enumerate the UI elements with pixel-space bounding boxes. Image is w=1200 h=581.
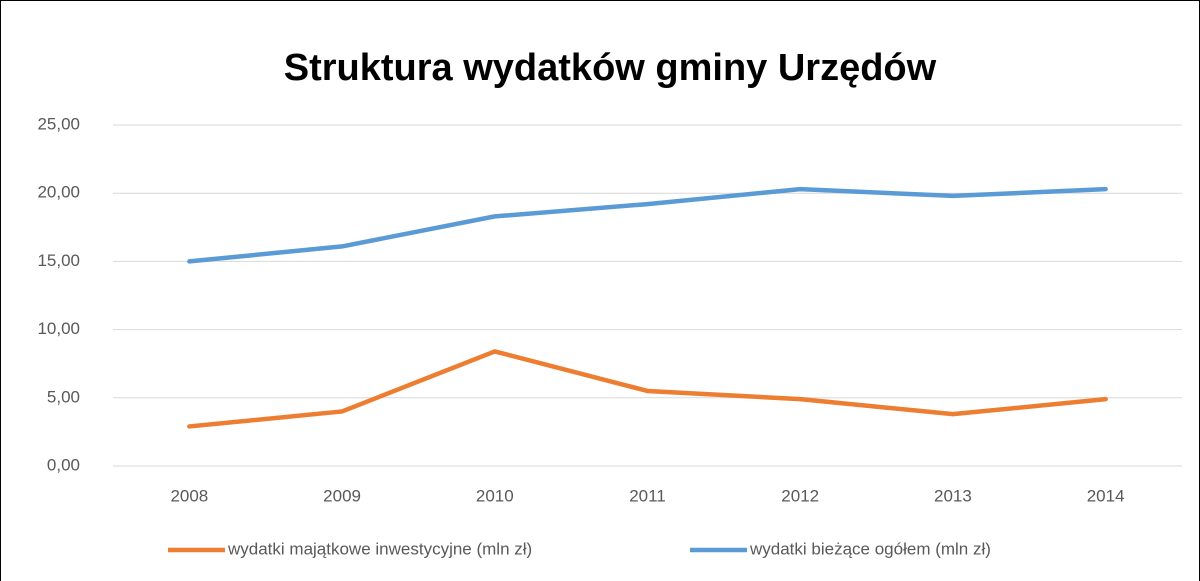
legend-label: wydatki majątkowe inwestycyjne (mln zł) — [227, 539, 532, 558]
x-tick-label: 2010 — [476, 486, 514, 505]
legend-label: wydatki bieżące ogółem (mln zł) — [749, 539, 991, 558]
x-tick-label: 2009 — [323, 486, 361, 505]
y-tick-label: 10,00 — [37, 319, 80, 338]
x-tick-label: 2011 — [629, 486, 666, 505]
series-line — [187, 349, 1108, 429]
y-tick-label: 20,00 — [37, 183, 80, 202]
x-tick-label: 2012 — [781, 486, 819, 505]
y-tick-label: 25,00 — [37, 114, 80, 133]
y-tick-label: 0,00 — [47, 455, 80, 474]
y-tick-label: 5,00 — [47, 387, 80, 406]
series-line — [187, 186, 1108, 264]
y-tick-label: 15,00 — [37, 251, 80, 270]
chart-title: Struktura wydatków gminy Urzędów — [284, 47, 937, 89]
x-tick-label: 2014 — [1087, 486, 1125, 505]
x-tick-label: 2013 — [934, 486, 972, 505]
x-tick-label: 2008 — [170, 486, 208, 505]
